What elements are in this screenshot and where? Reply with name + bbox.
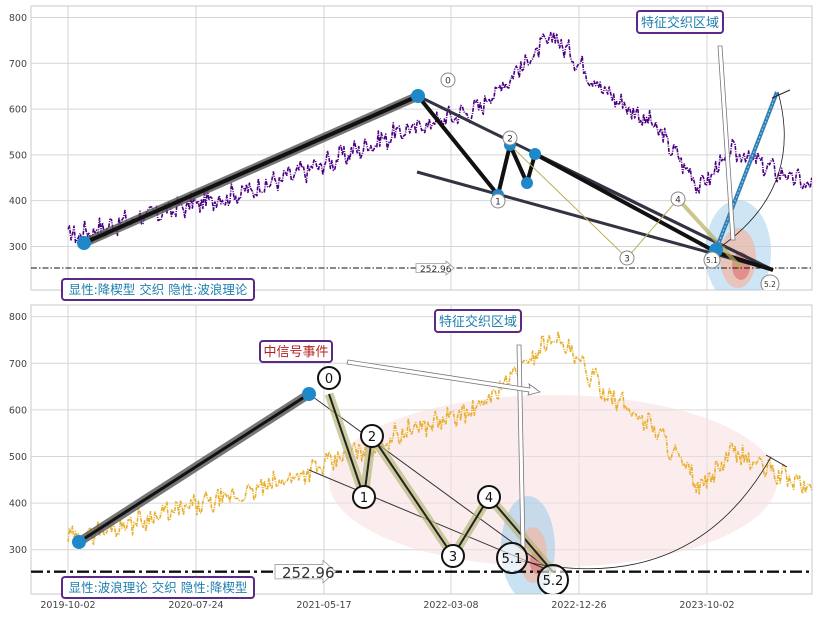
top-price-series (67, 31, 812, 244)
top-panel: 300 400 500 600 700 800 (9, 5, 813, 301)
bottom-signal-pointer (346, 359, 541, 396)
svg-text:2: 2 (507, 135, 513, 145)
svg-text:0: 0 (445, 77, 451, 87)
y-tick-label: 500 (9, 452, 27, 463)
top-projection-cap (771, 89, 791, 99)
x-tick-label: 2023-10-02 (679, 600, 734, 611)
top-region-pointer (717, 45, 736, 241)
svg-text:4: 4 (485, 491, 493, 506)
svg-text:中信号事件: 中信号事件 (263, 345, 328, 360)
bottom-pivot-dot (302, 387, 316, 401)
bottom-threshold-label: 252.96 (282, 564, 335, 582)
bottom-signal-label: 中信号事件 (259, 340, 333, 363)
top-wave-label-4: 4 (670, 191, 686, 207)
svg-text:特征交织区域: 特征交织区域 (439, 314, 517, 330)
top-threshold-arrow (415, 260, 455, 276)
top-pivot-dot (521, 177, 533, 189)
bottom-projection-cap (765, 454, 788, 468)
bottom-threshold-arrow (274, 559, 337, 584)
y-tick-label: 600 (9, 405, 27, 416)
bottom-region-pointer (516, 344, 526, 549)
bottom-pivot-dot (72, 535, 86, 549)
bottom-wave-label-4: 4 (477, 485, 501, 509)
bottom-signal-zone (329, 395, 777, 567)
x-tick-label: 2022-03-08 (423, 600, 478, 611)
top-wave-label-5-1: 5.1 (703, 251, 721, 269)
bottom-price-series (67, 330, 812, 546)
svg-text:4: 4 (675, 196, 681, 206)
top-pivot-dot (411, 89, 425, 103)
top-wave-label-3: 3 (619, 250, 635, 266)
bottom-region-label: 特征交织区域 (434, 309, 522, 333)
bottom-y-tick-labels: 300 400 500 600 700 800 (9, 312, 27, 556)
top-region-label: 特征交织区域 (636, 10, 724, 34)
svg-text:特征交织区域: 特征交织区域 (641, 15, 719, 31)
bottom-legend: 显性:波浪理论 交织 隐性:降楔型 (61, 576, 255, 599)
svg-text:3: 3 (449, 550, 457, 565)
top-legend: 显性:降楔型 交织 隐性:波浪理论 (61, 278, 255, 301)
svg-text:5.1: 5.1 (706, 256, 718, 265)
y-tick-label: 600 (9, 105, 27, 116)
y-tick-label: 400 (9, 499, 27, 510)
bottom-wave-label-5-2: 5.2 (537, 564, 569, 594)
svg-text:5.2: 5.2 (764, 280, 776, 289)
y-tick-label: 400 (9, 196, 27, 207)
top-projection-arrow-core (715, 91, 778, 251)
top-pivot-dot (529, 148, 541, 160)
top-wave-label-2: 2 (502, 130, 518, 146)
bottom-wave-label-2: 2 (360, 424, 384, 448)
bottom-impulse-line (77, 392, 311, 544)
top-y-tick-labels: 300 400 500 600 700 800 (9, 13, 27, 253)
x-tick-label: 2022-12-26 (551, 600, 606, 611)
bottom-x-tick-labels: 2019-10-02 2020-07-24 2021-05-17 2022-03-08… (40, 600, 734, 611)
top-pivot-dot (77, 236, 91, 250)
top-threshold-label: 252.96 (420, 265, 452, 275)
y-tick-label: 300 (9, 242, 27, 253)
x-tick-label: 2020-07-24 (168, 600, 223, 611)
svg-text:2: 2 (368, 430, 376, 445)
svg-text:3: 3 (624, 255, 630, 265)
x-tick-label: 2021-05-17 (296, 600, 351, 611)
bottom-wave-label-0: 0 (317, 366, 341, 390)
bottom-wave-label-3: 3 (441, 544, 465, 568)
bottom-wave-label-5-1: 5.1 (496, 542, 528, 574)
bottom-wave-label-1: 1 (352, 485, 376, 509)
top-wave-label-1: 1 (490, 193, 506, 209)
top-wave-label-5-2: 5.2 (760, 274, 780, 290)
y-tick-label: 800 (9, 13, 27, 24)
top-impulse-line (82, 94, 420, 245)
svg-text:显性:波浪理论 交织 隐性:降楔型: 显性:波浪理论 交织 隐性:降楔型 (69, 580, 248, 595)
top-wave-fade-line (676, 197, 743, 270)
y-tick-label: 700 (9, 59, 27, 70)
bottom-wave-zigzag (328, 393, 554, 573)
svg-text:显性:降楔型 交织 隐性:波浪理论: 显性:降楔型 交织 隐性:波浪理论 (69, 282, 248, 297)
svg-text:5.1: 5.1 (502, 552, 523, 567)
top-projection-arc (715, 91, 785, 251)
svg-text:1: 1 (360, 491, 368, 506)
y-tick-label: 300 (9, 545, 27, 556)
y-tick-label: 500 (9, 150, 27, 161)
svg-text:5.2: 5.2 (543, 574, 564, 589)
svg-text:0: 0 (325, 372, 333, 387)
x-tick-label: 2019-10-02 (40, 600, 95, 611)
top-wave-label-0: 0 (440, 72, 456, 88)
svg-text:1: 1 (495, 198, 501, 208)
y-tick-label: 700 (9, 359, 27, 370)
y-tick-label: 800 (9, 312, 27, 323)
